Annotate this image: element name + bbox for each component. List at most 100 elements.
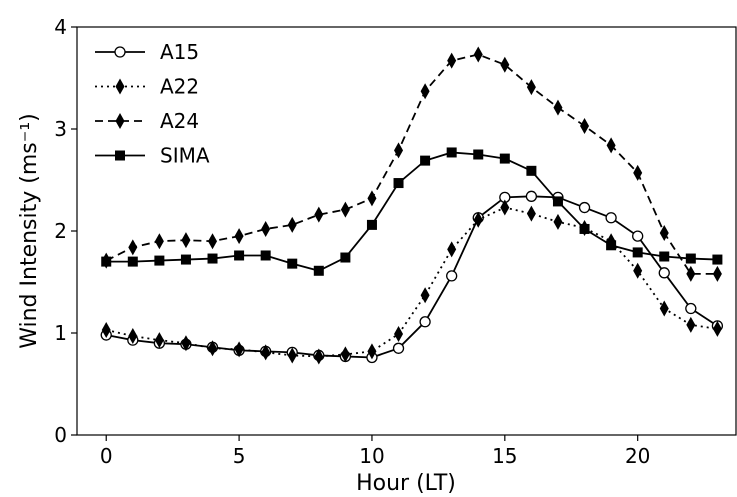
series-line <box>106 206 718 358</box>
y-tick-label: 4 <box>54 15 67 39</box>
marker <box>632 230 644 242</box>
marker <box>313 265 324 276</box>
marker <box>525 190 538 202</box>
marker <box>633 164 643 181</box>
marker <box>260 250 271 261</box>
legend-marker <box>115 150 125 161</box>
marker <box>526 205 536 222</box>
legend-label: A15 <box>160 40 199 64</box>
marker <box>314 206 324 223</box>
marker <box>127 256 138 267</box>
marker <box>208 233 218 250</box>
marker <box>367 343 377 360</box>
marker <box>446 147 457 158</box>
marker <box>154 233 164 250</box>
marker <box>234 250 245 261</box>
marker <box>181 335 191 352</box>
marker <box>181 232 191 249</box>
marker <box>128 328 138 345</box>
marker <box>367 190 377 207</box>
marker <box>686 265 696 282</box>
marker <box>314 348 324 365</box>
marker <box>606 240 617 251</box>
marker <box>447 241 457 258</box>
marker <box>340 346 350 363</box>
series-line <box>105 53 718 275</box>
marker <box>712 320 722 337</box>
marker <box>180 254 191 265</box>
y-tick-label: 3 <box>54 117 67 141</box>
marker <box>447 52 457 69</box>
marker <box>659 251 670 262</box>
marker <box>234 228 244 245</box>
marker <box>606 137 616 154</box>
marker <box>499 153 510 164</box>
marker <box>154 332 164 349</box>
marker <box>553 99 563 116</box>
marker <box>578 201 591 214</box>
x-tick-label: 0 <box>100 444 113 468</box>
series-line <box>106 195 718 359</box>
x-tick-label: 5 <box>233 444 246 468</box>
marker <box>659 300 669 317</box>
marker <box>552 196 563 207</box>
series-line <box>106 151 718 272</box>
marker <box>287 347 297 364</box>
marker <box>526 79 536 96</box>
marker <box>658 267 670 279</box>
marker <box>420 83 430 100</box>
marker <box>392 342 405 354</box>
marker <box>128 239 138 256</box>
marker <box>101 256 112 267</box>
marker <box>366 219 377 230</box>
marker <box>287 258 298 269</box>
marker <box>632 247 643 258</box>
marker <box>446 270 458 282</box>
marker <box>580 117 590 134</box>
legend-marker <box>115 113 125 129</box>
marker <box>261 344 271 361</box>
marker <box>686 316 696 333</box>
marker <box>473 211 483 228</box>
plot-frame <box>76 26 737 436</box>
marker <box>526 165 537 176</box>
marker <box>208 340 218 357</box>
marker <box>605 212 617 224</box>
y-axis-label: Wind Intensity (ms⁻¹) <box>17 113 42 349</box>
marker <box>340 201 350 218</box>
marker <box>340 252 351 263</box>
marker <box>553 213 563 230</box>
y-tick-label: 2 <box>54 219 67 243</box>
marker <box>473 149 484 160</box>
legend-label: A24 <box>160 109 199 133</box>
legend-marker <box>114 46 126 58</box>
marker <box>261 220 271 237</box>
marker <box>420 287 430 304</box>
marker <box>419 316 431 328</box>
marker <box>420 155 431 166</box>
marker <box>234 341 244 358</box>
marker <box>473 46 483 63</box>
marker <box>393 178 404 189</box>
y-tick-label: 0 <box>54 423 67 447</box>
marker <box>633 262 643 279</box>
marker <box>154 255 165 266</box>
x-tick-label: 15 <box>492 444 517 468</box>
x-axis-label: Hour (LT) <box>356 471 456 496</box>
marker <box>712 265 722 282</box>
x-tick-label: 20 <box>625 444 650 468</box>
marker <box>579 223 590 234</box>
marker <box>394 142 404 159</box>
marker <box>685 253 696 264</box>
x-tick-label: 10 <box>359 444 384 468</box>
marker <box>659 225 669 242</box>
legend-label: A22 <box>160 75 199 99</box>
y-tick-label: 1 <box>54 321 67 345</box>
marker <box>394 326 404 343</box>
marker <box>500 199 510 216</box>
marker <box>712 254 723 265</box>
marker <box>500 56 510 73</box>
marker <box>101 321 111 338</box>
